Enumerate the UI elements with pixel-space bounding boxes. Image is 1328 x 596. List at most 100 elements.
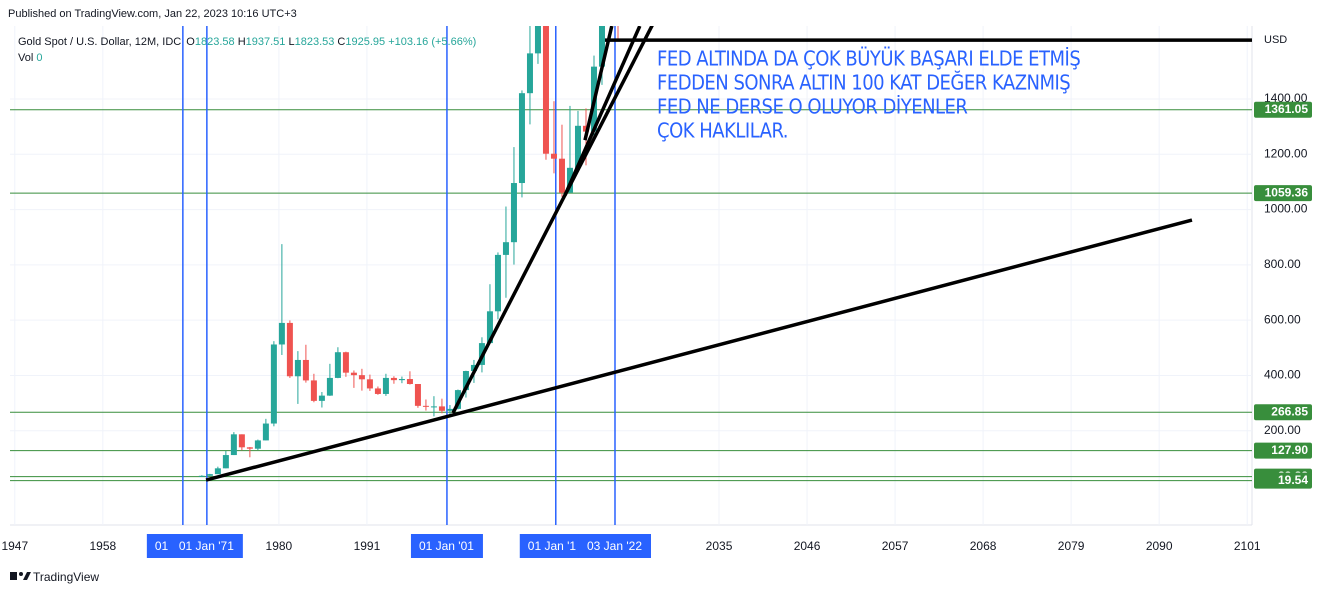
x-tick-label: 2046 — [794, 539, 821, 553]
x-tick-label: 1991 — [354, 539, 381, 553]
ohlc-value: 1823.58 — [195, 36, 235, 48]
footer-brand: TradingView — [33, 570, 99, 584]
x-tick-label: 1980 — [266, 539, 293, 553]
candle-body — [374, 388, 381, 394]
candle-body — [518, 93, 525, 184]
y-tick-label: 400.00 — [1264, 368, 1301, 382]
candle-body — [270, 344, 277, 424]
x-tick-label: 2035 — [706, 539, 733, 553]
level-label: 19.54 — [1278, 473, 1308, 487]
candle-body — [350, 372, 357, 376]
candle-body — [494, 254, 501, 312]
change: +103.16 (+5.66%) — [388, 36, 476, 48]
candle-body — [342, 352, 349, 373]
trend-line — [563, 26, 642, 196]
candle-body — [294, 359, 301, 377]
level-label-box — [1254, 101, 1312, 118]
candle-body — [414, 384, 421, 406]
candle-body — [302, 359, 309, 381]
overlay: 200.00 400.00 600.00 800.00 1000.00 1200.00 14… — [1, 34, 1312, 558]
candle-body — [406, 379, 413, 385]
candle-body — [286, 322, 293, 377]
currency: USD — [1264, 34, 1287, 46]
candle-body — [198, 475, 205, 477]
trend-line — [205, 218, 1193, 482]
candle-body — [430, 406, 437, 408]
x-tick-label: 2057 — [882, 539, 909, 553]
y-tick-label: 600.00 — [1264, 312, 1301, 326]
candle-body — [502, 242, 509, 255]
candle-body — [534, 26, 541, 54]
date-label-box — [170, 534, 243, 558]
candle-body — [438, 406, 445, 411]
candle-body — [238, 434, 245, 448]
ohlc-key: L — [288, 36, 294, 48]
candle-body — [446, 408, 453, 411]
candle-body — [422, 405, 429, 407]
level-label-box — [1254, 442, 1312, 459]
y-tick-label: 800.00 — [1264, 257, 1301, 271]
ohlc-value: 1937.51 — [246, 36, 286, 48]
candle-body — [326, 377, 333, 396]
candle-body — [390, 377, 397, 381]
date-label-box — [410, 534, 483, 558]
candle-body — [574, 125, 581, 168]
x-tick-label: 2079 — [1058, 539, 1085, 553]
candle-body — [598, 26, 605, 67]
y-tick-label: 1200.00 — [1264, 146, 1308, 160]
ohlc-key: O — [186, 36, 195, 48]
x-tick-label: 2090 — [1146, 539, 1173, 553]
ohlc-key: C — [337, 36, 345, 48]
candle-body — [206, 474, 213, 476]
level-label-box — [1254, 404, 1312, 421]
level-label: 1059.36 — [1265, 185, 1309, 199]
volume-key: Vol — [18, 52, 33, 64]
candle-body — [262, 423, 269, 441]
ohlc-value: 1925.95 — [345, 36, 385, 48]
level-label: 127.90 — [1271, 443, 1308, 457]
candle-body — [358, 375, 365, 380]
annotation-text: FED ALTINDA DA ÇOK BÜYÜK BAŞARI ELDE ETM… — [657, 47, 1080, 71]
candle-body — [510, 183, 517, 243]
date-label: 01 — [155, 539, 169, 553]
volume-legend: Vol 0 — [18, 52, 42, 64]
level-label-box — [1254, 472, 1312, 489]
candle-body — [222, 455, 229, 469]
ohlc-key: H — [238, 36, 246, 48]
candle-body — [310, 380, 317, 401]
date-label: 01 Jan '1 — [528, 539, 577, 553]
y-tick-label: 1000.00 — [1264, 202, 1308, 216]
trend-line — [451, 26, 654, 414]
trend-line — [583, 26, 614, 141]
date-label: 01 Jan '71 — [179, 539, 234, 553]
x-tick-label: 2101 — [1234, 539, 1261, 553]
candle-body — [366, 379, 373, 389]
candle-body — [214, 468, 221, 475]
candle-body — [254, 440, 261, 449]
candle-body — [230, 434, 237, 456]
candle-body — [558, 158, 565, 193]
candle-body — [334, 352, 341, 378]
annotation-text: FED NE DERSE O OLUYOR DİYENLER — [657, 95, 967, 119]
level-label-box — [1254, 185, 1312, 202]
candle-body — [246, 447, 253, 449]
candle-body — [542, 26, 549, 154]
candle-body — [462, 371, 469, 391]
published-note: Published on TradingView.com, Jan 22, 20… — [8, 8, 297, 20]
x-tick-label: 1947 — [1, 539, 28, 553]
plot-area — [10, 26, 1252, 525]
annotation-text: ÇOK HAKLILAR. — [657, 119, 788, 143]
candle-body — [550, 153, 557, 159]
candle-body — [486, 311, 493, 344]
volume-value: 0 — [36, 52, 42, 64]
date-label: 01 Jan '01 — [419, 539, 474, 553]
legend: Gold Spot / U.S. Dollar, 12M, IDC O1823.… — [18, 36, 476, 48]
ohlc-value: 1823.53 — [295, 36, 335, 48]
level-label: 266.85 — [1271, 404, 1308, 418]
date-label-box — [578, 534, 651, 558]
level-label: 1361.05 — [1265, 102, 1309, 116]
candle-body — [318, 395, 325, 401]
tv-logo — [10, 572, 31, 580]
y-tick-label: 200.00 — [1264, 423, 1301, 437]
